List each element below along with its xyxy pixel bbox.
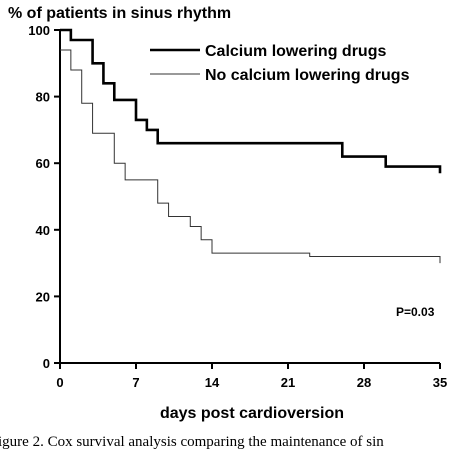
x-tick-label: 21 — [281, 375, 295, 390]
x-tick-label: 14 — [205, 375, 220, 390]
y-tick-label: 40 — [36, 223, 50, 238]
y-tick-label: 80 — [36, 90, 50, 105]
series-line-calcium — [60, 28, 442, 174]
y-axis: 0 20 40 60 80 100 — [28, 23, 61, 371]
x-tick-label: 7 — [132, 375, 139, 390]
series-layer — [60, 28, 442, 264]
p-value-annotation: P=0.03 — [396, 305, 435, 319]
y-tick-label: 0 — [43, 356, 50, 371]
y-tick-label: 60 — [36, 156, 50, 171]
x-tick-label: 28 — [357, 375, 371, 390]
figure-caption: igure 2. Cox survival analysis comparing… — [0, 434, 384, 450]
legend-label-calcium: Calcium lowering drugs — [205, 43, 386, 60]
legend-label-no-calcium: No calcium lowering drugs — [205, 67, 410, 84]
x-axis-title: days post cardioversion — [160, 405, 344, 422]
chart-title: % of patients in sinus rhythm — [8, 5, 231, 22]
x-tick-label: 0 — [56, 375, 63, 390]
y-tick-label: 20 — [36, 289, 50, 304]
y-tick-label: 100 — [28, 23, 50, 38]
series-line-no-calcium — [60, 49, 441, 264]
x-axis: 0 7 14 21 28 35 — [56, 362, 447, 390]
x-tick-label: 35 — [433, 375, 447, 390]
legend: Calcium lowering drugs No calcium loweri… — [150, 43, 410, 84]
